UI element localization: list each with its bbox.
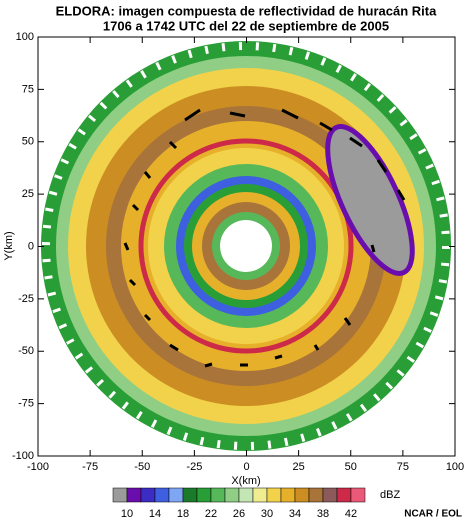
colorbar-tick-label: 38 [317, 508, 329, 520]
x-tick-label: -100 [27, 461, 49, 473]
x-tick-label: -75 [82, 461, 98, 473]
flight-track [123, 108, 406, 368]
colorbar-swatch [196, 487, 212, 503]
colorbar-tick-label: 34 [289, 508, 301, 520]
x-tick-label: 50 [345, 461, 357, 473]
x-tick-label: 100 [446, 461, 464, 473]
y-tick-label: 50 [22, 136, 34, 148]
x-tick-label: -50 [134, 461, 150, 473]
colorbar-tick-label: 18 [177, 508, 189, 520]
colorbar-swatch [294, 487, 310, 503]
colorbar-swatch [182, 487, 198, 503]
y-tick-label: 25 [22, 188, 34, 200]
colorbar-swatch [238, 487, 254, 503]
colorbar-swatch [350, 487, 366, 503]
colorbar-swatch [336, 487, 352, 503]
colorbar-swatch [322, 487, 338, 503]
colorbar-swatch [112, 487, 128, 503]
y-tick-label: -25 [18, 293, 34, 305]
y-tick-label: -75 [18, 398, 34, 410]
colorbar-swatch [210, 487, 226, 503]
y-tick-label: 0 [28, 240, 34, 252]
radar-image [41, 41, 451, 451]
x-tick-label: 25 [293, 461, 305, 473]
chart-subtitle: 1706 a 1742 UTC del 22 de septiembre de … [103, 18, 389, 33]
colorbar-swatch [168, 487, 184, 503]
colorbar-swatch [154, 487, 170, 503]
colorbar-swatch [252, 487, 268, 503]
colorbar-tick-label: 26 [233, 508, 245, 520]
x-tick-label: 0 [243, 461, 249, 473]
colorbar-swatch [224, 487, 240, 503]
y-tick-label: 75 [22, 83, 34, 95]
colorbar-swatch [308, 487, 324, 503]
x-tick-label: -25 [186, 461, 202, 473]
y-tick-label: 100 [16, 31, 34, 43]
colorbar-tick-label: 10 [121, 508, 133, 520]
y-tick-label: -100 [12, 450, 34, 462]
colorbar-tick-label: 22 [205, 508, 217, 520]
colorbar-swatch [140, 487, 156, 503]
colorbar-tick-label: 30 [261, 508, 273, 520]
colorbar-tick-label: 14 [149, 508, 161, 520]
chart-title: ELDORA: imagen compuesta de reflectivida… [56, 3, 437, 18]
x-tick-label: 75 [397, 461, 409, 473]
x-axis-label: X(km) [231, 475, 260, 487]
credit: NCAR / EOL [404, 509, 462, 520]
y-axis-label: Y(km) [3, 231, 15, 260]
colorbar-tick-label: 42 [345, 508, 357, 520]
colorbar-swatch [126, 487, 142, 503]
colorbar-label: dBZ [380, 489, 400, 501]
colorbar-swatch [266, 487, 282, 503]
colorbar-swatch [280, 487, 296, 503]
y-tick-label: -50 [18, 345, 34, 357]
